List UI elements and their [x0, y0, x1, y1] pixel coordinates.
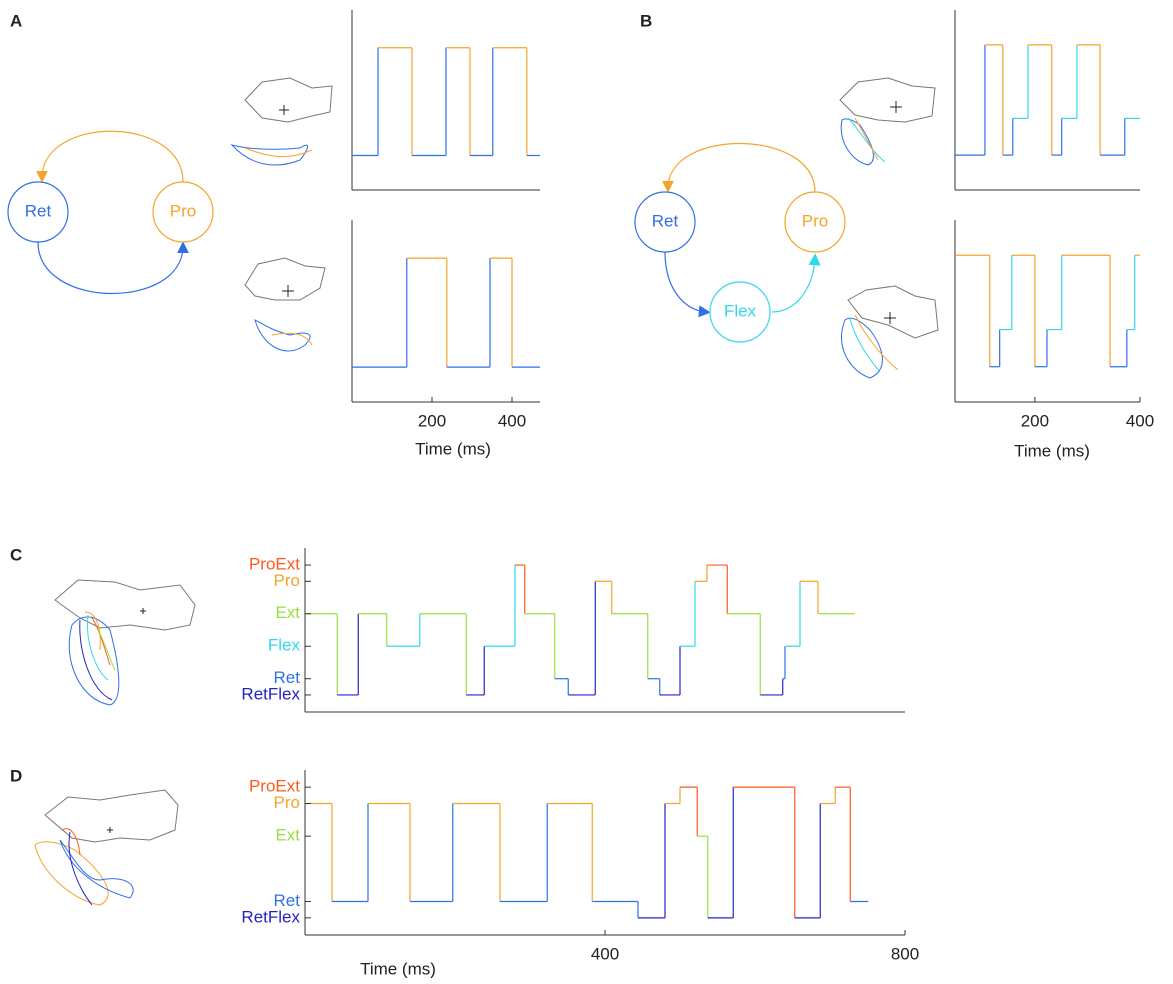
y-tick-label: Pro — [274, 571, 300, 590]
x-tick-label: 200 — [1021, 411, 1049, 430]
x-tick-label: 800 — [891, 944, 919, 963]
node-label: Flex — [724, 301, 757, 320]
x-axis-label: Time (ms) — [415, 439, 491, 458]
y-tick-label: Pro — [274, 793, 300, 812]
node-label: Pro — [802, 211, 828, 230]
node-label: Ret — [652, 211, 679, 230]
x-tick-label: 400 — [591, 944, 619, 963]
node-label: Pro — [170, 201, 196, 220]
x-tick-label: 400 — [1126, 411, 1154, 430]
panel-letter: B — [640, 11, 652, 30]
y-tick-label: RetFlex — [241, 907, 300, 926]
x-tick-label: 200 — [418, 411, 446, 430]
x-axis-label: Time (ms) — [360, 959, 436, 978]
y-tick-label: Flex — [268, 636, 301, 655]
y-tick-label: RetFlex — [241, 684, 300, 703]
x-axis-label: Time (ms) — [1014, 441, 1090, 460]
figure: A Ret Pro 200 400 Time (ms) B Ret Pro Flex 200 400 T… — [0, 0, 1173, 984]
panel-letter: C — [10, 545, 22, 564]
panel-letter: A — [10, 11, 22, 30]
y-tick-label: Ext — [275, 603, 300, 622]
y-tick-label: Ext — [275, 826, 300, 845]
panel-letter: D — [10, 766, 22, 785]
x-tick-label: 400 — [498, 411, 526, 430]
node-label: Ret — [25, 201, 52, 220]
